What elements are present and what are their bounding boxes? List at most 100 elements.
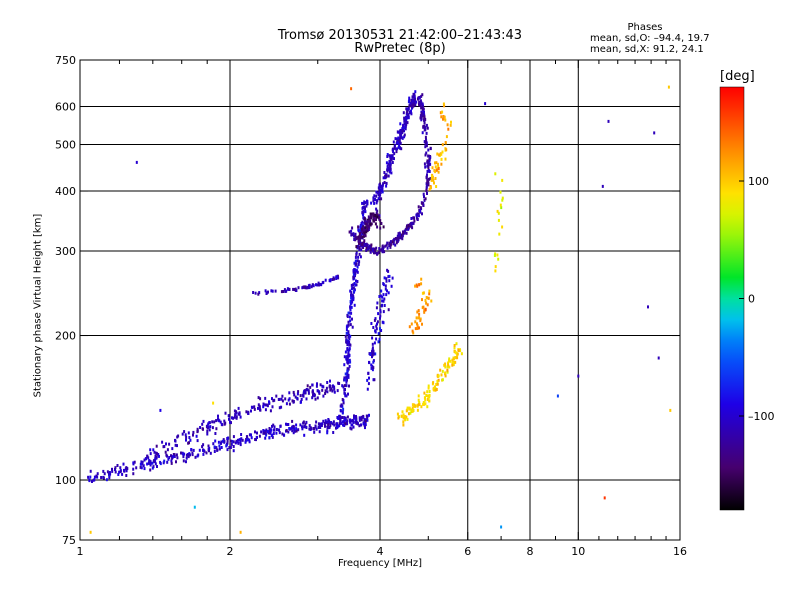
data-point	[316, 283, 319, 287]
data-point	[235, 410, 237, 414]
data-point	[313, 427, 316, 431]
data-point	[434, 161, 436, 165]
data-point	[434, 165, 437, 169]
data-point	[202, 452, 205, 456]
data-point	[387, 308, 390, 312]
data-point	[287, 423, 290, 426]
data-point	[260, 430, 263, 434]
data-point	[406, 408, 409, 412]
data-point	[331, 384, 334, 388]
data-point	[406, 227, 409, 231]
data-point	[427, 161, 430, 164]
data-point	[235, 415, 238, 419]
data-point	[423, 113, 426, 117]
data-point	[346, 367, 349, 371]
data-point	[391, 148, 394, 152]
data-point	[368, 219, 371, 223]
data-point	[358, 248, 361, 252]
data-point	[300, 397, 303, 401]
data-point	[121, 472, 124, 476]
data-point	[280, 405, 283, 409]
data-point	[408, 96, 411, 100]
data-point	[156, 465, 158, 468]
data-point	[344, 350, 347, 354]
data-point	[353, 282, 356, 285]
data-point	[211, 426, 214, 430]
data-point	[349, 426, 352, 430]
data-point	[268, 400, 270, 404]
data-point	[292, 287, 295, 291]
data-point	[384, 287, 387, 291]
data-point	[259, 408, 261, 412]
data-point	[409, 411, 412, 415]
data-point	[141, 462, 144, 466]
data-point	[405, 231, 408, 235]
data-point	[271, 397, 273, 401]
data-point	[140, 460, 143, 464]
data-point	[418, 283, 421, 287]
x-tick-label: 16	[673, 545, 687, 558]
data-point	[416, 322, 418, 326]
data-point	[224, 411, 227, 415]
data-point	[314, 424, 317, 428]
data-point	[390, 284, 393, 288]
data-point	[397, 238, 400, 242]
data-point	[381, 299, 384, 303]
data-point	[228, 446, 231, 449]
data-point	[356, 280, 359, 283]
data-point	[382, 282, 385, 286]
data-point	[385, 174, 388, 178]
data-point	[248, 440, 251, 444]
data-point	[373, 248, 376, 252]
data-point	[271, 435, 274, 439]
data-point	[288, 402, 291, 406]
data-point	[402, 123, 405, 127]
data-point	[429, 162, 432, 166]
data-point	[330, 387, 333, 391]
data-point	[347, 339, 350, 343]
data-point	[352, 286, 355, 290]
data-point	[326, 426, 329, 429]
data-point	[202, 443, 205, 447]
data-point	[308, 283, 311, 287]
data-point	[234, 441, 237, 445]
data-point	[444, 157, 447, 161]
data-point	[345, 331, 348, 335]
data-point	[657, 356, 660, 360]
data-point	[417, 205, 420, 209]
data-point	[228, 417, 231, 421]
data-point	[411, 95, 414, 99]
data-point	[340, 421, 342, 425]
data-point	[364, 220, 366, 224]
data-point	[303, 433, 306, 437]
data-point	[329, 388, 332, 392]
data-point	[394, 137, 397, 141]
data-point	[420, 118, 423, 122]
data-point	[294, 429, 296, 433]
y-tick-label: 500	[55, 139, 76, 152]
data-point	[114, 470, 117, 474]
data-point	[283, 288, 286, 292]
data-point	[149, 452, 152, 456]
data-point	[348, 342, 351, 346]
data-point	[444, 365, 447, 369]
data-point	[87, 475, 90, 479]
data-point	[389, 240, 392, 244]
data-point	[370, 212, 373, 216]
data-point	[363, 239, 366, 243]
data-point	[156, 452, 158, 456]
data-point	[348, 358, 351, 362]
data-point	[269, 431, 272, 435]
data-point	[425, 140, 427, 144]
data-point	[362, 244, 364, 248]
data-point	[272, 423, 275, 427]
data-point	[362, 415, 365, 419]
data-point	[397, 130, 400, 134]
data-point	[144, 457, 147, 461]
data-point	[152, 448, 155, 452]
data-point	[199, 426, 202, 429]
data-point	[167, 457, 170, 461]
data-point	[271, 289, 274, 293]
data-point	[88, 479, 91, 483]
data-point	[303, 425, 306, 429]
